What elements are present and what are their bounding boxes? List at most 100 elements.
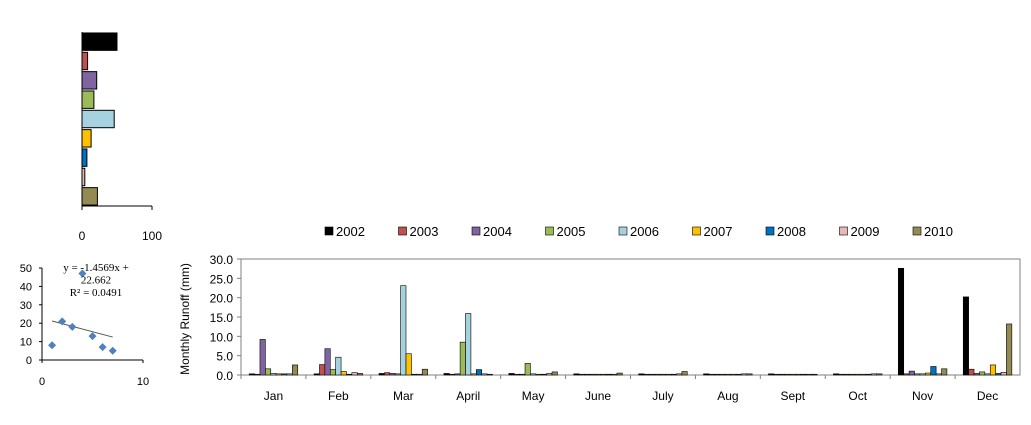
- bar-Dec-2009: [1000, 371, 1007, 376]
- hbar-2008: [81, 148, 88, 167]
- y-axis-label: Monthly Runoff (mm): [178, 263, 192, 375]
- trendline-equation-line: R² = 0.0491: [70, 287, 123, 299]
- bar-Oct-2008: [865, 373, 872, 376]
- scatter-y-tick-label: 40: [20, 281, 32, 293]
- legend-swatch-2008: [765, 226, 775, 236]
- bar-Feb-2008: [346, 373, 353, 376]
- bar-April-2009: [481, 373, 488, 376]
- scatter-point: [88, 332, 97, 341]
- x-tick-label: Oct: [848, 389, 867, 403]
- bar-Aug-2008: [735, 373, 742, 376]
- bar-June-2002: [573, 373, 580, 376]
- bar-Jan-2009: [286, 373, 293, 376]
- trendline-equation-line: y = -1.4569x +: [63, 262, 129, 274]
- scatter-point: [108, 346, 117, 355]
- legend-label-2010: 2010: [924, 224, 953, 239]
- bar-April-2002: [443, 373, 450, 376]
- legend-swatch-2010: [912, 226, 922, 236]
- bar-Nov-2006: [919, 373, 926, 376]
- x-tick-label: July: [652, 389, 673, 403]
- scatter-y-tick-label: 30: [20, 300, 32, 312]
- bar-May-2007: [535, 373, 542, 376]
- bar-April-2004: [454, 373, 461, 376]
- scatter-point: [78, 269, 87, 278]
- bar-Aug-2007: [730, 373, 737, 376]
- bar-Sept-2006: [789, 373, 796, 376]
- bar-Jan-2004: [259, 339, 266, 376]
- bar-Feb-2003: [319, 364, 326, 376]
- bar-Jan-2010: [292, 364, 299, 376]
- bar-Jan-2003: [254, 373, 261, 376]
- bar-Mar-2004: [389, 373, 396, 376]
- bar-Mar-2005: [394, 373, 401, 376]
- bar-June-2008: [605, 373, 612, 376]
- bar-Jan-2007: [275, 373, 282, 376]
- bar-Dec-2007: [989, 364, 996, 376]
- bar-April-2005: [459, 341, 466, 376]
- bar-Oct-2004: [843, 373, 850, 376]
- bar-April-2003: [449, 373, 456, 376]
- hbar-2010: [81, 187, 98, 206]
- bar-Jan-2006: [270, 373, 277, 376]
- hbar-2005: [81, 90, 95, 109]
- bar-Nov-2002: [898, 267, 905, 376]
- bar-May-2003: [513, 373, 520, 376]
- bar-July-2008: [670, 373, 677, 376]
- x-tick-label: Dec: [977, 389, 998, 403]
- bar-Aug-2006: [724, 373, 731, 376]
- legend-label-2007: 2007: [704, 224, 733, 239]
- bar-April-2006: [465, 313, 472, 376]
- bar-Aug-2004: [714, 373, 721, 376]
- scatter-point: [98, 343, 107, 352]
- bar-May-2009: [546, 373, 553, 376]
- x-tick-label: April: [456, 389, 480, 403]
- hbar-2006: [81, 109, 115, 129]
- bar-Dec-2008: [995, 373, 1002, 376]
- bar-Nov-2005: [914, 373, 921, 376]
- bar-May-2005: [524, 363, 531, 376]
- scatter-point: [58, 317, 67, 326]
- y-tick-label: 10.0: [210, 330, 234, 344]
- bar-June-2005: [589, 373, 596, 376]
- bar-Mar-2006: [400, 285, 407, 376]
- scatter-x-tick-label: 10: [137, 376, 149, 388]
- legend-swatch-2006: [618, 226, 628, 236]
- bar-Oct-2009: [870, 373, 877, 376]
- bar-Sept-2005: [784, 373, 791, 376]
- bar-May-2008: [540, 373, 547, 376]
- bar-Feb-2005: [329, 369, 336, 376]
- bar-June-2003: [578, 373, 585, 376]
- bar-Dec-2003: [968, 368, 975, 376]
- hbar-2004: [81, 71, 98, 90]
- bar-Sept-2007: [795, 373, 802, 376]
- bar-Aug-2002: [703, 373, 710, 376]
- bar-June-2010: [616, 372, 623, 376]
- bar-Mar-2007: [405, 353, 412, 376]
- x-tick-label: Nov: [912, 389, 933, 403]
- bar-Sept-2002: [768, 373, 775, 376]
- bar-Jan-2005: [265, 368, 272, 376]
- bar-Dec-2004: [973, 373, 980, 376]
- x-tick-label: Feb: [328, 389, 349, 403]
- bar-Dec-2002: [962, 296, 969, 376]
- bar-June-2006: [595, 373, 602, 376]
- bar-Sept-2008: [800, 373, 807, 376]
- hbar-x-tick-label: 100: [142, 229, 162, 243]
- legend-swatch-2002: [324, 226, 334, 236]
- x-tick-label: May: [522, 389, 545, 403]
- bar-July-2009: [676, 373, 683, 376]
- bar-July-2002: [638, 373, 645, 376]
- bar-Mar-2003: [384, 372, 391, 376]
- bar-June-2007: [600, 373, 607, 376]
- bar-April-2008: [476, 369, 483, 376]
- bar-Feb-2009: [351, 372, 358, 376]
- bar-Sept-2009: [805, 373, 812, 376]
- legend-swatch-2004: [471, 226, 481, 236]
- scatter-x-tick-label: 0: [39, 376, 45, 388]
- bar-Nov-2003: [903, 373, 910, 376]
- y-tick-label: 15.0: [210, 311, 234, 325]
- bar-July-2006: [659, 373, 666, 376]
- x-tick-label: Sept: [780, 389, 805, 403]
- bar-May-2002: [508, 373, 515, 376]
- bar-April-2007: [470, 373, 477, 376]
